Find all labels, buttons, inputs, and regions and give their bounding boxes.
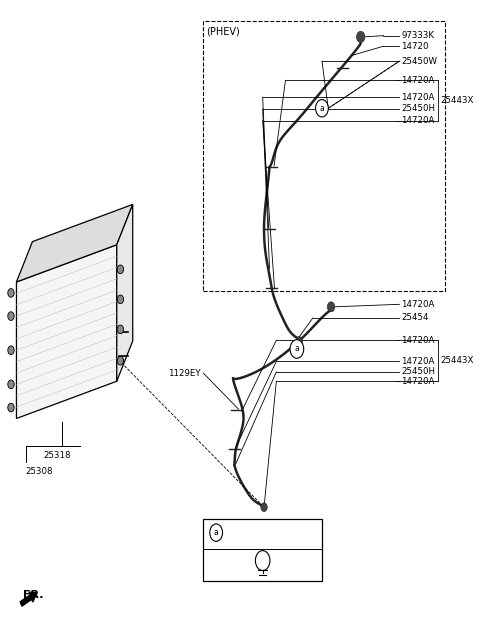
Text: a: a <box>214 528 218 537</box>
Text: 25318: 25318 <box>43 451 71 460</box>
Circle shape <box>117 265 124 274</box>
Text: 25443X: 25443X <box>441 356 474 366</box>
Text: (PHEV): (PHEV) <box>205 26 240 36</box>
Text: 14720A: 14720A <box>401 357 435 366</box>
Circle shape <box>117 325 124 334</box>
Text: 14720A: 14720A <box>401 377 435 386</box>
Text: 14720A: 14720A <box>401 76 435 85</box>
Text: 25450W: 25450W <box>401 56 437 66</box>
Circle shape <box>8 312 14 321</box>
Polygon shape <box>16 245 117 418</box>
Circle shape <box>117 356 124 365</box>
Circle shape <box>210 524 223 541</box>
Text: 25450H: 25450H <box>401 105 435 113</box>
Text: 25443X: 25443X <box>441 96 474 105</box>
Text: 14720A: 14720A <box>401 93 435 101</box>
Polygon shape <box>16 205 133 282</box>
Circle shape <box>8 289 14 297</box>
Bar <box>204 21 445 291</box>
Circle shape <box>117 295 124 304</box>
FancyArrow shape <box>20 592 37 606</box>
Text: 14720A: 14720A <box>401 300 435 309</box>
Circle shape <box>8 380 14 389</box>
Circle shape <box>315 100 328 117</box>
Text: 91960H: 91960H <box>230 528 266 537</box>
Circle shape <box>8 403 14 412</box>
Circle shape <box>8 346 14 354</box>
Text: 14720: 14720 <box>401 42 429 51</box>
Circle shape <box>357 31 365 43</box>
Circle shape <box>296 337 302 346</box>
Polygon shape <box>117 205 133 381</box>
Text: 25450H: 25450H <box>401 367 435 376</box>
Circle shape <box>290 340 304 358</box>
Text: 14720A: 14720A <box>401 336 435 345</box>
Text: 25454: 25454 <box>401 314 429 322</box>
Text: a: a <box>320 104 324 113</box>
Bar <box>204 519 322 581</box>
Text: FR.: FR. <box>24 590 44 600</box>
Text: 14720A: 14720A <box>401 116 435 125</box>
Text: 1129EY: 1129EY <box>168 369 201 377</box>
Circle shape <box>327 302 335 312</box>
Text: a: a <box>295 344 299 354</box>
Text: 97333K: 97333K <box>401 31 434 40</box>
Circle shape <box>261 503 267 511</box>
Text: 25308: 25308 <box>25 467 53 476</box>
